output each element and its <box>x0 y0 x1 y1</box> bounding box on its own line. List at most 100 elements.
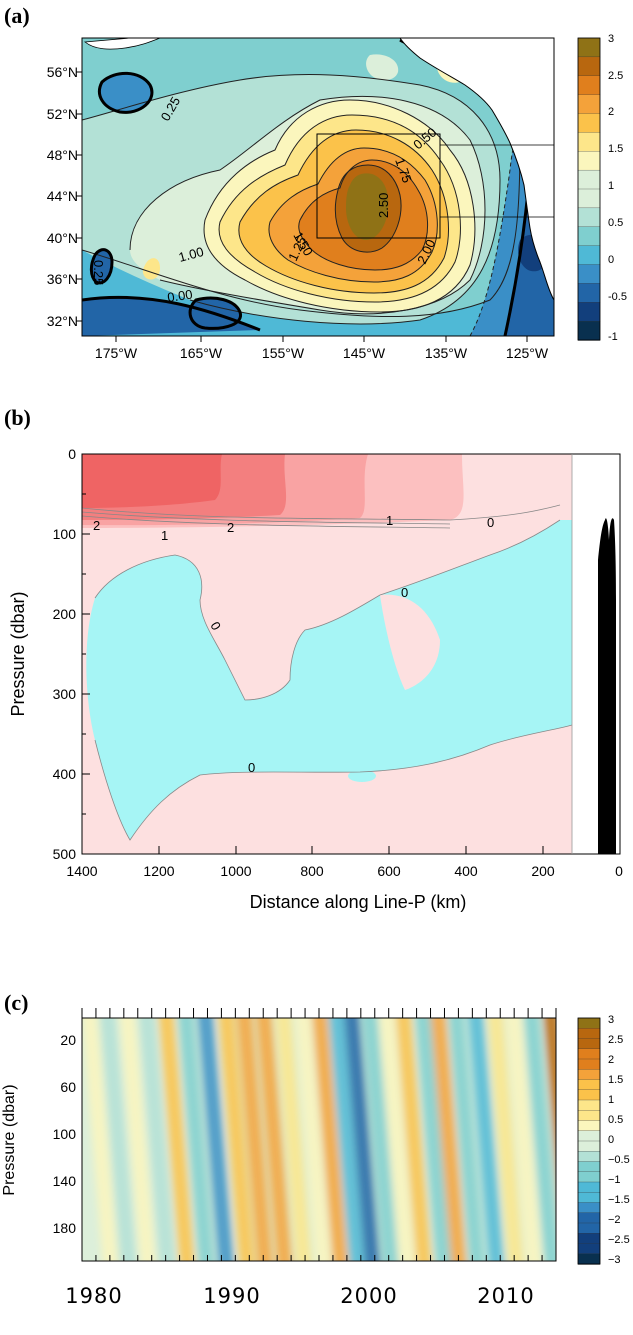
colorbar-cell <box>577 56 601 77</box>
colorbar-label: 0 <box>608 254 614 266</box>
colorbar-label: 0 <box>608 1134 614 1146</box>
panel-a-ticks <box>76 71 528 342</box>
panel-c-colorbar <box>577 1017 601 1265</box>
y-tick-label: 52°N <box>47 106 78 122</box>
colorbar-cell <box>577 1192 601 1204</box>
anomaly-streak <box>487 1018 524 1261</box>
colorbar-cell <box>577 1028 601 1040</box>
anomaly-streak <box>119 1018 156 1261</box>
y-tick-label: 44°N <box>47 188 78 204</box>
x-tick-label: 155°W <box>262 345 305 361</box>
panel-a-x-axis: 175°W 165°W 155°W 145°W 135°W 125°W <box>95 345 549 361</box>
anomaly-streak <box>158 1018 195 1261</box>
x-tick-label: 1400 <box>66 863 97 879</box>
colorbar-cell <box>577 188 601 209</box>
anomaly-streak <box>344 1018 380 1261</box>
colorbar-label: −3 <box>608 1254 621 1266</box>
y-tick-label: 20 <box>60 1032 76 1048</box>
panel-b-label: (b) <box>4 405 31 430</box>
colorbar-cell <box>577 283 601 303</box>
y-tick-label: 48°N <box>47 147 78 163</box>
panel-c-x-axis: 1980 1990 2000 2010 <box>65 1284 534 1308</box>
x-tick-label: 1000 <box>220 863 251 879</box>
colorbar-label: −2.5 <box>608 1234 630 1246</box>
panel-c-colorbar-labels: 3 2.5 2 1.5 1 0.5 0 −0.5 −1 −1.5 −2 −2.5… <box>608 1014 630 1266</box>
panel-c-label: (c) <box>4 990 28 1015</box>
colorbar-label: -1 <box>608 331 618 343</box>
contour-label: 0.00 <box>166 287 193 305</box>
colorbar-label: 1.5 <box>608 1074 623 1086</box>
colorbar-label: 3 <box>608 1014 614 1026</box>
y-tick-label: 180 <box>53 1220 77 1236</box>
anomaly-streak <box>275 1018 312 1261</box>
x-tick-label: 175°W <box>95 345 138 361</box>
colorbar-cell <box>577 1079 601 1091</box>
x-tick-label: 2000 <box>340 1284 397 1308</box>
y-tick-label: 300 <box>53 686 77 702</box>
colorbar-cell <box>577 1110 601 1122</box>
anomaly-streak <box>328 1018 365 1261</box>
x-tick-label: 165°W <box>180 345 223 361</box>
y-tick-label: 500 <box>53 846 77 862</box>
colorbar-label: 2.5 <box>608 70 623 82</box>
y-tick-label: 140 <box>53 1173 77 1189</box>
colorbar-label: −1 <box>608 1174 621 1186</box>
x-tick-label: 135°W <box>425 345 468 361</box>
contour-label: 1 <box>386 513 393 528</box>
colorbar-cell <box>577 226 601 247</box>
colorbar-label: −2 <box>608 1214 621 1226</box>
anomaly-streak <box>379 1018 415 1261</box>
colorbar-cell <box>577 1089 601 1101</box>
colorbar-cell <box>577 94 601 115</box>
y-tick-label: 0 <box>68 446 76 462</box>
colorbar-cell <box>577 1140 601 1152</box>
panel-a-y-axis: 56°N 52°N 48°N 44°N 40°N 36°N 32°N <box>47 64 78 329</box>
x-tick-label: 0 <box>615 863 623 879</box>
anomaly-streak <box>139 1018 175 1261</box>
anomaly-streak <box>256 1018 293 1261</box>
x-tick-label: 400 <box>454 863 478 879</box>
contour-label: 1.00 <box>177 244 205 265</box>
panel-a-frame <box>81 37 555 337</box>
colorbar-cell <box>577 113 601 134</box>
colorbar-label: 2.5 <box>608 1034 623 1046</box>
panel-a-colorbar <box>577 37 601 341</box>
y-tick-label: 100 <box>53 526 77 542</box>
x-tick-label: 2010 <box>477 1284 534 1308</box>
x-tick-label: 125°W <box>506 345 549 361</box>
colorbar-cell <box>577 1099 601 1111</box>
panel-c-year-ticks <box>81 1008 557 1261</box>
contour-label: 0.25 <box>91 260 106 285</box>
panel-b-x-axis-title: Distance along Line-P (km) <box>250 892 467 912</box>
anomaly-streak <box>236 1018 273 1261</box>
anomaly-streak <box>312 1018 348 1261</box>
anomaly-streak <box>468 1018 504 1261</box>
anomaly-streak <box>448 1018 485 1261</box>
colorbar-cell <box>577 245 601 266</box>
colorbar-cell <box>577 1171 601 1183</box>
anomaly-streak <box>430 1018 467 1261</box>
anomaly-streak <box>295 1018 332 1261</box>
colorbar-label: 0.5 <box>608 1114 623 1126</box>
contour-label: 2 <box>227 520 234 535</box>
y-tick-label: 400 <box>53 766 77 782</box>
colorbar-cell <box>577 1017 601 1029</box>
contour-label: 0 <box>248 760 255 775</box>
y-tick-label: 40°N <box>47 230 78 246</box>
colorbar-cell <box>577 132 601 152</box>
x-tick-label: 1980 <box>65 1284 122 1308</box>
contour-label: 2 <box>93 518 100 533</box>
colorbar-cell <box>577 1058 601 1070</box>
panel-b-section <box>82 454 616 854</box>
x-tick-label: 600 <box>377 863 401 879</box>
contour-label: 0 <box>401 585 408 600</box>
colorbar-cell <box>577 1151 601 1163</box>
colorbar-cell <box>577 1069 601 1081</box>
colorbar-cell <box>577 1243 601 1255</box>
colorbar-cell <box>577 207 601 228</box>
x-tick-label: 1990 <box>203 1284 260 1308</box>
x-tick-label: 145°W <box>343 345 386 361</box>
colorbar-cell <box>577 1181 601 1193</box>
panel-b-ticks <box>82 453 544 854</box>
